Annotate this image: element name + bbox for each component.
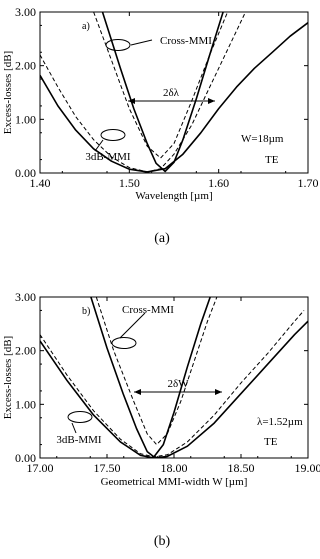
y-tick-label: 3.00 bbox=[15, 5, 36, 19]
panel-letter: b) bbox=[82, 306, 90, 317]
params-label: λ=1.52µm bbox=[257, 416, 303, 428]
x-axis-label: Geometrical MMI-width W [µm] bbox=[101, 476, 248, 488]
cross-mmi-solid-curve bbox=[101, 12, 224, 173]
y-tick-label: 2.00 bbox=[15, 344, 36, 358]
chart-a-svg: 1.40 1.50 1.60 1.70 0.00 1.00 2.00 3.00 Waveleng… bbox=[2, 5, 319, 246]
x-axis-label: Wavelength [µm] bbox=[135, 190, 212, 202]
panel-caption: (a) bbox=[154, 231, 170, 246]
x-tick-label: 18.00 bbox=[161, 461, 188, 475]
chart-b-svg: 17.00 17.50 18.00 18.50 19.00 0.00 1.00 2.00 3.0… bbox=[2, 290, 320, 549]
plot-frame bbox=[39, 11, 309, 174]
cross-mmi-label: Cross-MMI bbox=[122, 304, 174, 316]
delta-label: 2δW bbox=[167, 378, 189, 390]
mode-label: TE bbox=[265, 154, 279, 166]
y-tick-label: 2.00 bbox=[15, 59, 36, 73]
mmi-3db-label: 3dB-MMI bbox=[85, 151, 131, 163]
x-tick-label: 18.50 bbox=[228, 461, 255, 475]
mmi-3db-solid-curve bbox=[40, 320, 308, 458]
x-tick-label: 19.00 bbox=[295, 461, 320, 475]
cross-mmi-dashed-curve bbox=[95, 297, 218, 446]
y-tick-label: 3.00 bbox=[15, 290, 36, 304]
delta-arrowhead-left bbox=[128, 98, 135, 104]
cross-mmi-dashed-curve bbox=[93, 12, 229, 159]
x-tick-label: 1.60 bbox=[208, 176, 229, 190]
x-tick-label: 1.50 bbox=[119, 176, 140, 190]
cross-mmi-label: Cross-MMI bbox=[160, 35, 212, 47]
x-tick-label: 17.00 bbox=[27, 461, 54, 475]
x-tick-label: 1.70 bbox=[298, 176, 319, 190]
delta-arrowhead-right bbox=[215, 389, 222, 395]
y-tick-label: 1.00 bbox=[15, 112, 36, 126]
chart-panel-a: 1.40 1.50 1.60 1.70 0.00 1.00 2.00 3.00 Waveleng… bbox=[0, 0, 320, 279]
mmi-3db-solid-curve bbox=[40, 22, 308, 173]
y-tick-label: 0.00 bbox=[15, 166, 36, 180]
chart-panel-b: 17.00 17.50 18.00 18.50 19.00 0.00 1.00 2.00 3.0… bbox=[0, 280, 320, 559]
mode-label: TE bbox=[264, 436, 278, 448]
delta-arrowhead-right bbox=[208, 98, 215, 104]
y-axis-label: Excess-losses [dB] bbox=[2, 51, 14, 134]
cross-mmi-leader bbox=[119, 312, 146, 339]
panel-caption: (b) bbox=[154, 534, 171, 549]
mmi-3db-marker-ellipse bbox=[100, 129, 126, 141]
mmi-3db-dashed-curve bbox=[40, 12, 246, 173]
mmi-3db-leader bbox=[94, 139, 104, 152]
series-group bbox=[40, 12, 308, 173]
mmi-3db-label: 3dB-MMI bbox=[56, 434, 102, 446]
cross-mmi-marker-ellipse bbox=[111, 337, 137, 349]
delta-label: 2δλ bbox=[163, 87, 180, 99]
y-tick-label: 1.00 bbox=[15, 397, 36, 411]
delta-arrowhead-left bbox=[134, 389, 141, 395]
cross-mmi-marker-ellipse bbox=[105, 39, 131, 51]
cross-mmi-leader bbox=[130, 39, 153, 46]
panel-letter: a) bbox=[82, 21, 90, 32]
y-tick-label: 0.00 bbox=[15, 451, 36, 465]
params-label: W=18µm bbox=[241, 133, 284, 145]
x-tick-label: 17.50 bbox=[94, 461, 121, 475]
cross-mmi-solid-curve bbox=[90, 297, 211, 458]
series-group bbox=[40, 297, 308, 458]
mmi-3db-marker-ellipse bbox=[67, 411, 93, 423]
mmi-3db-leader bbox=[71, 422, 77, 434]
mmi-3db-dashed-curve bbox=[40, 310, 305, 458]
y-axis-label: Excess-losses [dB] bbox=[2, 336, 14, 419]
x-tick-label: 1.40 bbox=[30, 176, 51, 190]
